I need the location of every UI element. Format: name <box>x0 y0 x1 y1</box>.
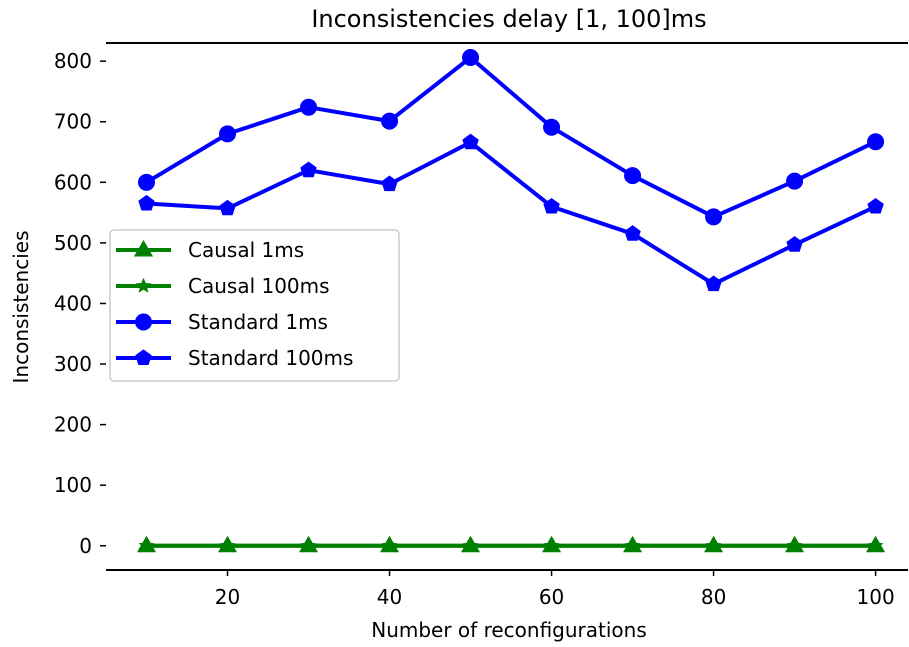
data-point <box>300 161 317 178</box>
series-1 <box>138 537 884 553</box>
data-point <box>867 537 884 553</box>
data-point <box>624 537 641 553</box>
data-point <box>138 194 155 211</box>
legend-marker <box>135 349 152 365</box>
legend-marker <box>135 313 152 331</box>
data-point <box>786 172 804 190</box>
data-point <box>543 118 561 136</box>
series-line <box>145 55 877 219</box>
y-axis: 0 100 200 300 400 500 600 700 800 <box>54 49 106 558</box>
legend: Causal 1ms Causal 100ms Standard 1ms Standa… <box>109 229 400 382</box>
data-point <box>381 175 398 192</box>
data-point <box>705 208 723 226</box>
x-tick-label: 60 <box>539 585 564 609</box>
legend-label: Causal 100ms <box>188 274 330 298</box>
legend-label: Causal 1ms <box>188 238 304 262</box>
y-axis-label: Inconsistencies <box>9 231 33 384</box>
y-tick-label: 100 <box>54 473 92 497</box>
data-point <box>462 537 479 553</box>
x-tick-label: 40 <box>377 585 402 609</box>
data-point <box>624 167 642 185</box>
legend-marker <box>133 240 154 257</box>
legend-box <box>109 229 400 382</box>
y-tick-label: 300 <box>54 352 92 376</box>
y-tick-label: 800 <box>54 49 92 73</box>
data-point <box>219 199 236 216</box>
data-point <box>138 537 155 553</box>
x-axis: 20 40 60 80 100 <box>215 570 895 609</box>
x-tick-label: 80 <box>701 585 726 609</box>
data-point <box>705 537 722 553</box>
y-tick-label: 700 <box>54 110 92 134</box>
y-tick-label: 600 <box>54 170 92 194</box>
x-axis-label: Number of reconfigurations <box>371 618 647 642</box>
series-2 <box>138 49 885 226</box>
data-point <box>462 49 480 67</box>
data-point <box>219 537 236 553</box>
data-point <box>624 225 641 241</box>
data-point <box>543 197 560 214</box>
plot-area <box>136 49 886 553</box>
data-point <box>381 112 399 130</box>
y-tick-label: 500 <box>54 231 92 255</box>
data-point <box>543 537 560 553</box>
data-point <box>867 197 884 214</box>
data-point <box>462 133 479 150</box>
legend-label: Standard 100ms <box>188 346 353 370</box>
data-point <box>786 537 803 553</box>
series-3 <box>138 133 884 292</box>
legend-label: Standard 1ms <box>188 310 328 334</box>
y-tick-label: 400 <box>54 291 92 315</box>
data-point <box>381 537 398 553</box>
data-point <box>300 98 318 116</box>
legend-marker <box>135 277 152 293</box>
data-point <box>300 537 317 553</box>
data-point <box>786 236 803 252</box>
data-point <box>138 173 156 191</box>
y-tick-label: 200 <box>54 413 92 437</box>
data-point <box>867 133 885 151</box>
x-tick-label: 100 <box>857 585 895 609</box>
chart-title: Inconsistencies delay [1, 100]ms <box>311 5 706 33</box>
series-line <box>146 140 877 287</box>
data-point <box>219 125 237 143</box>
y-tick-label: 0 <box>79 534 92 558</box>
x-tick-label: 20 <box>215 585 240 609</box>
data-point <box>705 275 722 292</box>
